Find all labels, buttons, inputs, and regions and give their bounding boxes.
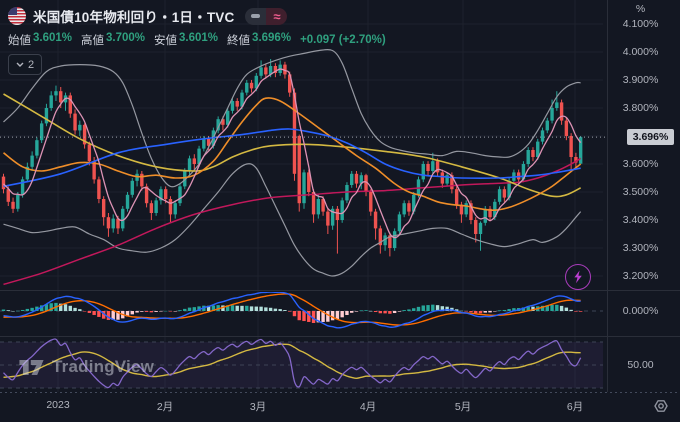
macd-histogram <box>1 302 583 323</box>
close-value: 3.696% <box>252 32 292 44</box>
ma-crimson-line <box>3 157 582 286</box>
rsi-line <box>3 338 582 389</box>
time-axis-label: 2023 <box>46 399 70 411</box>
legend-collapse-button[interactable] <box>245 7 267 25</box>
time-axis-label: 2月 <box>156 401 174 413</box>
minimize-bar-icon <box>251 14 261 18</box>
price-axis-unit: % <box>635 3 646 15</box>
legend-toggle-pill: ≈ <box>245 7 288 25</box>
low-label: 安値 <box>154 35 178 47</box>
price-axis-label: 3.400% <box>622 214 659 226</box>
price-axis[interactable]: 4.100% 4.000% 3.900% 3.800% 3.600% 3.500% 3.40… <box>607 0 680 392</box>
chevron-down-icon <box>16 62 24 67</box>
price-axis-label: 3.500% <box>622 186 659 198</box>
time-axis[interactable]: 2023 2月 3月 4月 5月 6月 <box>0 392 680 422</box>
price-axis-label: 3.800% <box>622 102 659 114</box>
instant-trade-button[interactable] <box>565 264 591 290</box>
gear-icon <box>654 400 668 412</box>
close-label: 終値 <box>227 35 251 47</box>
macd-line <box>3 292 581 329</box>
macd-signal-line <box>3 293 581 326</box>
current-price-tag: 3.696% <box>627 129 674 145</box>
price-axis-label: 3.600% <box>622 158 659 170</box>
axis-settings-button[interactable] <box>653 398 669 414</box>
rsi-mid-label: 50.00 <box>627 359 654 371</box>
ma-blue-line <box>3 128 581 188</box>
high-value: 3.700% <box>106 32 146 44</box>
change-value: +0.097 (+2.70%) <box>300 34 386 46</box>
ohlc-values-row: 始値 3.601% 高値 3.700% 安値 3.601% 終値 3.696% +0.0… <box>8 32 386 48</box>
bollinger-lower-line <box>3 163 582 277</box>
indicators-collapse-button[interactable]: 2 <box>8 54 43 75</box>
indicators-count: 2 <box>28 58 35 71</box>
macd-zero-label: 0.000% <box>622 305 659 317</box>
ma-yellow-line <box>3 93 582 198</box>
candles <box>1 59 583 257</box>
ma-orange-line <box>3 97 582 212</box>
open-value: 3.601% <box>33 32 73 44</box>
open-label: 始値 <box>8 35 31 47</box>
lightning-bolt-icon <box>574 270 582 284</box>
time-axis-label: 5月 <box>454 401 472 413</box>
approx-wave-icon: ≈ <box>273 8 281 24</box>
high-label: 高値 <box>81 35 105 47</box>
us-flag-icon <box>8 7 26 25</box>
ma-pink-line <box>3 68 582 239</box>
rsi-ma-line <box>3 343 581 380</box>
price-axis-label: 4.000% <box>622 46 659 58</box>
low-value: 3.601% <box>179 32 219 44</box>
time-axis-label: 3月 <box>249 401 267 413</box>
time-axis-label: 4月 <box>359 401 377 413</box>
time-axis-label: 6月 <box>566 401 584 413</box>
chart-legend: 米国債10年物利回り・1日・TVC ≈ 始値 3.601% 高値 3.700% 安値… <box>8 6 386 75</box>
symbol-title[interactable]: 米国債10年物利回り・1日・TVC <box>33 10 235 25</box>
price-axis-label: 3.300% <box>622 242 659 254</box>
legend-values-button[interactable]: ≈ <box>266 7 288 25</box>
price-axis-label: 4.100% <box>622 18 659 30</box>
price-axis-label: 3.900% <box>622 74 659 86</box>
bollinger-upper-line <box>3 48 581 188</box>
price-axis-label: 3.200% <box>622 270 659 282</box>
